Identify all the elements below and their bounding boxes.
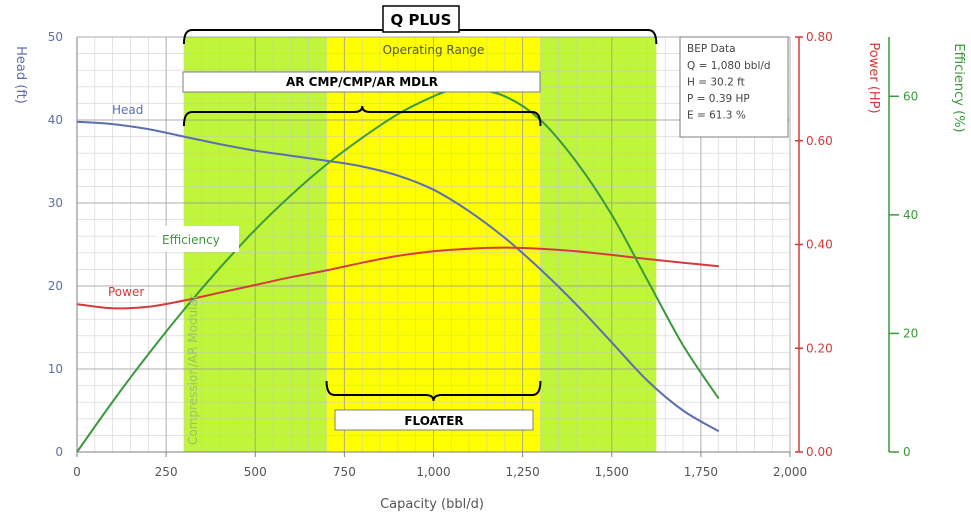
operating-range-label: Operating Range — [383, 43, 485, 57]
head-tick-label: 0 — [55, 445, 63, 459]
efficiency-series-label: Efficiency — [162, 233, 220, 247]
x-tick-label: 1,250 — [505, 465, 539, 479]
efficiency-tick-label: 40 — [903, 208, 918, 222]
power-tick-label: 0.40 — [806, 238, 833, 252]
power-series-label: Power — [108, 285, 144, 299]
x-tick-label: 1,750 — [684, 465, 718, 479]
floater-label: FLOATER — [404, 414, 463, 428]
head-axis-title: Head (ft) — [13, 46, 28, 104]
x-tick-label: 250 — [155, 465, 178, 479]
bep-data-title: BEP Data — [687, 43, 736, 55]
floater-brace — [325, 380, 542, 402]
bep-data-line: Q = 1,080 bbl/d — [687, 60, 771, 72]
power-tick-label: 0.20 — [806, 341, 833, 355]
bep-data-line: E = 61.3 % — [687, 110, 746, 122]
power-tick-label: 0.80 — [806, 30, 833, 44]
x-tick-label: 750 — [333, 465, 356, 479]
head-tick-label: 40 — [48, 113, 63, 127]
x-tick-label: 0 — [73, 465, 81, 479]
head-tick-label: 30 — [48, 196, 63, 210]
bep-data-line: P = 0.39 HP — [687, 93, 750, 105]
power-axis-title: Power (HP) — [866, 42, 881, 113]
bep-data-line: H = 30.2 ft — [687, 77, 745, 89]
x-tick-label: 1,000 — [416, 465, 450, 479]
ar-cmp-label: AR CMP/CMP/AR MDLR — [286, 75, 438, 89]
x-tick-label: 1,500 — [595, 465, 629, 479]
series-layer — [76, 87, 720, 453]
x-tick-label: 500 — [244, 465, 267, 479]
x-axis-title: Capacity (bbl/d) — [380, 497, 484, 512]
bep-data-box — [679, 36, 789, 138]
power-tick-label: 0.00 — [806, 445, 833, 459]
ar-cmp-label-box — [182, 71, 541, 93]
head-series-line — [76, 120, 720, 433]
compression-ar-modular-label: Compression/AR Modular — [186, 294, 200, 445]
power-series-line — [76, 246, 719, 310]
axes-layer: 0 250 500 750 1,000 1,250 1,500 1,750 2,00001020… — [13, 30, 966, 512]
q-plus-label-box — [382, 5, 460, 33]
efficiency-tick-label: 20 — [903, 326, 918, 340]
efficiency-label-background — [157, 226, 239, 252]
annotation-layer: Operating Range Compression/AR Modular Hea… — [108, 5, 789, 445]
head-tick-label: 50 — [48, 30, 63, 44]
efficiency-tick-label: 0 — [903, 445, 911, 459]
x-tick-label: 2,000 — [773, 465, 807, 479]
head-tick-label: 10 — [48, 362, 63, 376]
head-tick-label: 20 — [48, 279, 63, 293]
efficiency-axis-title: Efficiency (%) — [951, 43, 966, 132]
power-tick-label: 0.60 — [806, 134, 833, 148]
head-series-label: Head — [112, 103, 143, 117]
efficiency-series-line — [76, 87, 720, 453]
efficiency-tick-label: 60 — [903, 89, 918, 103]
floater-label-box — [334, 409, 534, 431]
ar-cmp-brace — [182, 105, 542, 127]
q-plus-label: Q PLUS — [391, 11, 452, 29]
